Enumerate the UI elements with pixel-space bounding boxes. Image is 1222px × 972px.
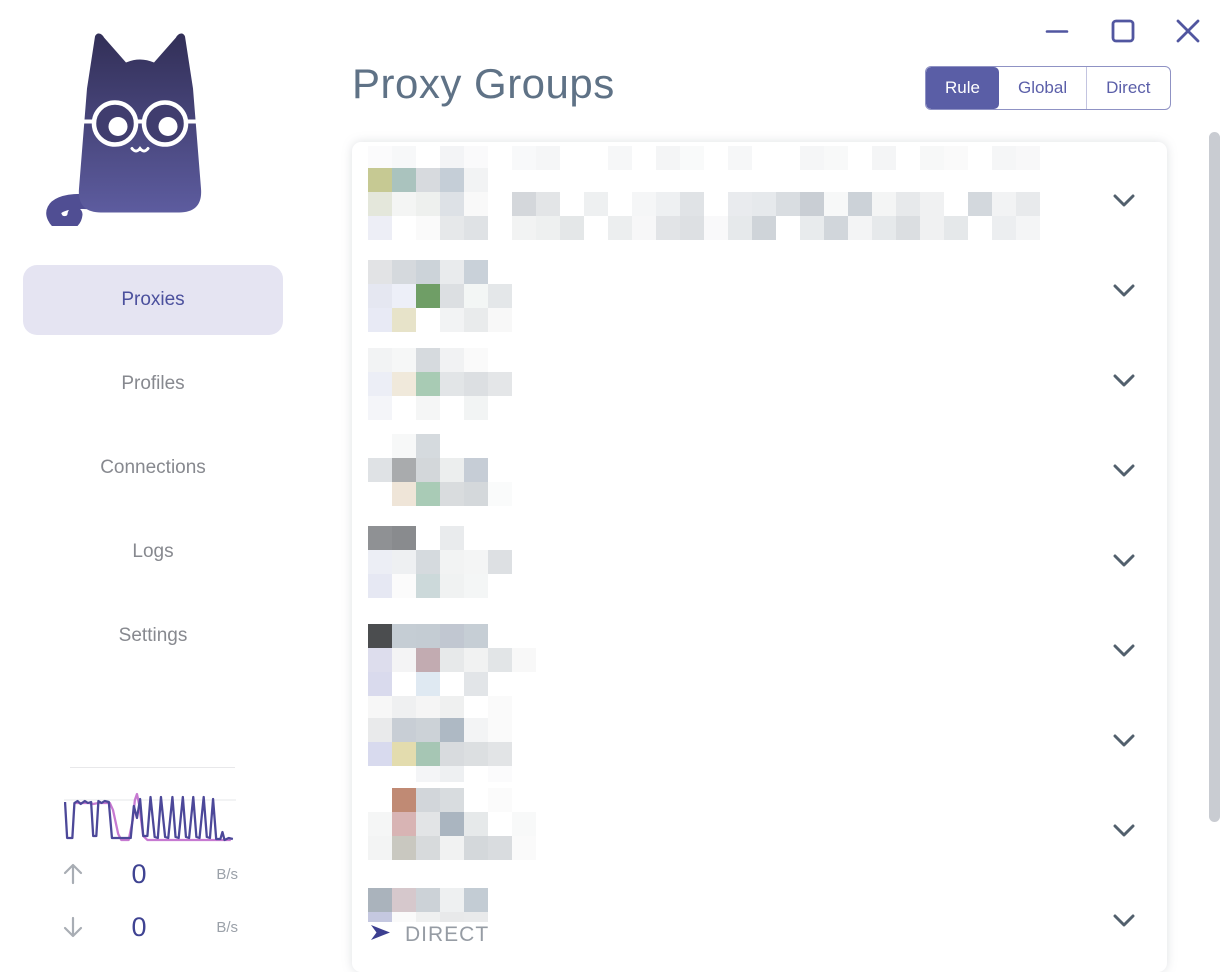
sidebar-nav: Proxies Profiles Connections Logs Settings (23, 265, 283, 671)
censored-mosaic-line (512, 216, 1040, 240)
sidebar-item-logs[interactable]: Logs (132, 541, 174, 562)
censored-mosaic-line (368, 812, 536, 836)
censored-mosaic-line (368, 696, 512, 720)
direct-proxy-entry[interactable]: DIRECT (370, 923, 489, 947)
censored-mosaic-line (368, 434, 464, 458)
censored-mosaic-line (368, 308, 512, 332)
censored-mosaic-line (368, 284, 512, 308)
proxy-group-row[interactable] (352, 876, 1167, 966)
proxy-group-row[interactable] (352, 156, 1167, 246)
minimize-button[interactable] (1040, 15, 1074, 49)
sidebar-item-settings[interactable]: Settings (118, 625, 188, 646)
upload-unit: B/s (216, 865, 238, 883)
censored-mosaic-line (416, 766, 512, 782)
download-value: 0 (131, 911, 147, 942)
censored-mosaic-line (368, 146, 1040, 170)
down-arrow-icon (60, 914, 86, 940)
minimize-icon (1045, 19, 1069, 46)
censored-mosaic-line (368, 888, 488, 912)
censored-mosaic-line (368, 718, 512, 742)
proxy-group-row[interactable] (352, 426, 1167, 516)
close-icon (1176, 19, 1200, 46)
censored-mosaic-line (368, 396, 488, 420)
sidebar: Proxies Profiles Connections Logs Settings 0… (0, 0, 305, 956)
traffic-upload-line (64, 795, 234, 842)
sidebar-item-profiles[interactable]: Profiles (121, 373, 185, 394)
proxy-group-row[interactable] (352, 696, 1167, 786)
chevron-down-icon (1113, 824, 1135, 837)
page-title: Proxy Groups (352, 60, 615, 107)
censored-mosaic-line (368, 912, 488, 922)
download-unit: B/s (216, 918, 238, 936)
direct-proxy-label: DIRECT (405, 923, 490, 946)
chevron-down-icon (1113, 644, 1135, 657)
censored-mosaic-line (368, 372, 512, 396)
censored-mosaic-line (368, 624, 488, 648)
close-button[interactable] (1171, 15, 1205, 49)
censored-mosaic-line (368, 260, 488, 284)
sidebar-item-proxies[interactable]: Proxies (23, 265, 283, 335)
proxy-mode-switch: Rule Global Direct (925, 66, 1171, 110)
chevron-down-icon (1113, 194, 1135, 207)
proxy-group-row[interactable] (352, 606, 1167, 696)
censored-mosaic-line (368, 482, 512, 506)
scrollbar-thumb[interactable] (1209, 132, 1220, 822)
chevron-down-icon (1113, 464, 1135, 477)
proxy-group-row[interactable] (352, 516, 1167, 606)
censored-mosaic-line (368, 458, 488, 482)
chevron-down-icon (1113, 374, 1135, 387)
maximize-button[interactable] (1106, 15, 1140, 49)
sidebar-divider (70, 767, 235, 768)
censored-mosaic-line (368, 348, 488, 372)
mode-button-rule[interactable]: Rule (926, 67, 999, 109)
censored-mosaic-line (368, 672, 488, 696)
maximize-icon (1111, 19, 1135, 46)
censored-mosaic-line (368, 836, 536, 860)
sidebar-item-connections[interactable]: Connections (100, 457, 206, 478)
censored-mosaic-line (512, 192, 1040, 216)
censored-mosaic-line (368, 742, 512, 766)
upload-stat: 0 B/s (60, 852, 238, 896)
chevron-down-icon (1113, 284, 1135, 297)
up-arrow-icon (60, 861, 86, 887)
titlebar-controls (1040, 14, 1205, 50)
upload-value: 0 (131, 858, 147, 889)
traffic-stats: 0 B/s 0 B/s (60, 852, 238, 949)
censored-mosaic-line (368, 648, 536, 672)
chevron-down-icon (1113, 734, 1135, 747)
mode-button-direct[interactable]: Direct (1086, 67, 1169, 109)
proxy-groups-card: DIRECT (352, 142, 1167, 972)
censored-mosaic-line (368, 526, 464, 550)
censored-mosaic-line (368, 168, 488, 192)
proxy-group-row[interactable] (352, 336, 1167, 426)
direct-arrow-icon (370, 923, 391, 947)
proxy-group-row[interactable] (352, 246, 1167, 336)
traffic-graph (64, 792, 236, 842)
censored-mosaic-line (368, 574, 488, 598)
censored-mosaic-line (368, 216, 488, 240)
mode-button-global[interactable]: Global (999, 67, 1086, 109)
chevron-down-icon (1113, 914, 1135, 927)
censored-mosaic-line (368, 550, 512, 574)
download-stat: 0 B/s (60, 905, 238, 949)
chevron-down-icon (1113, 554, 1135, 567)
proxy-group-row[interactable] (352, 786, 1167, 876)
censored-mosaic-line (368, 788, 512, 812)
clash-cat-logo (45, 26, 235, 231)
censored-mosaic-line (368, 192, 488, 216)
